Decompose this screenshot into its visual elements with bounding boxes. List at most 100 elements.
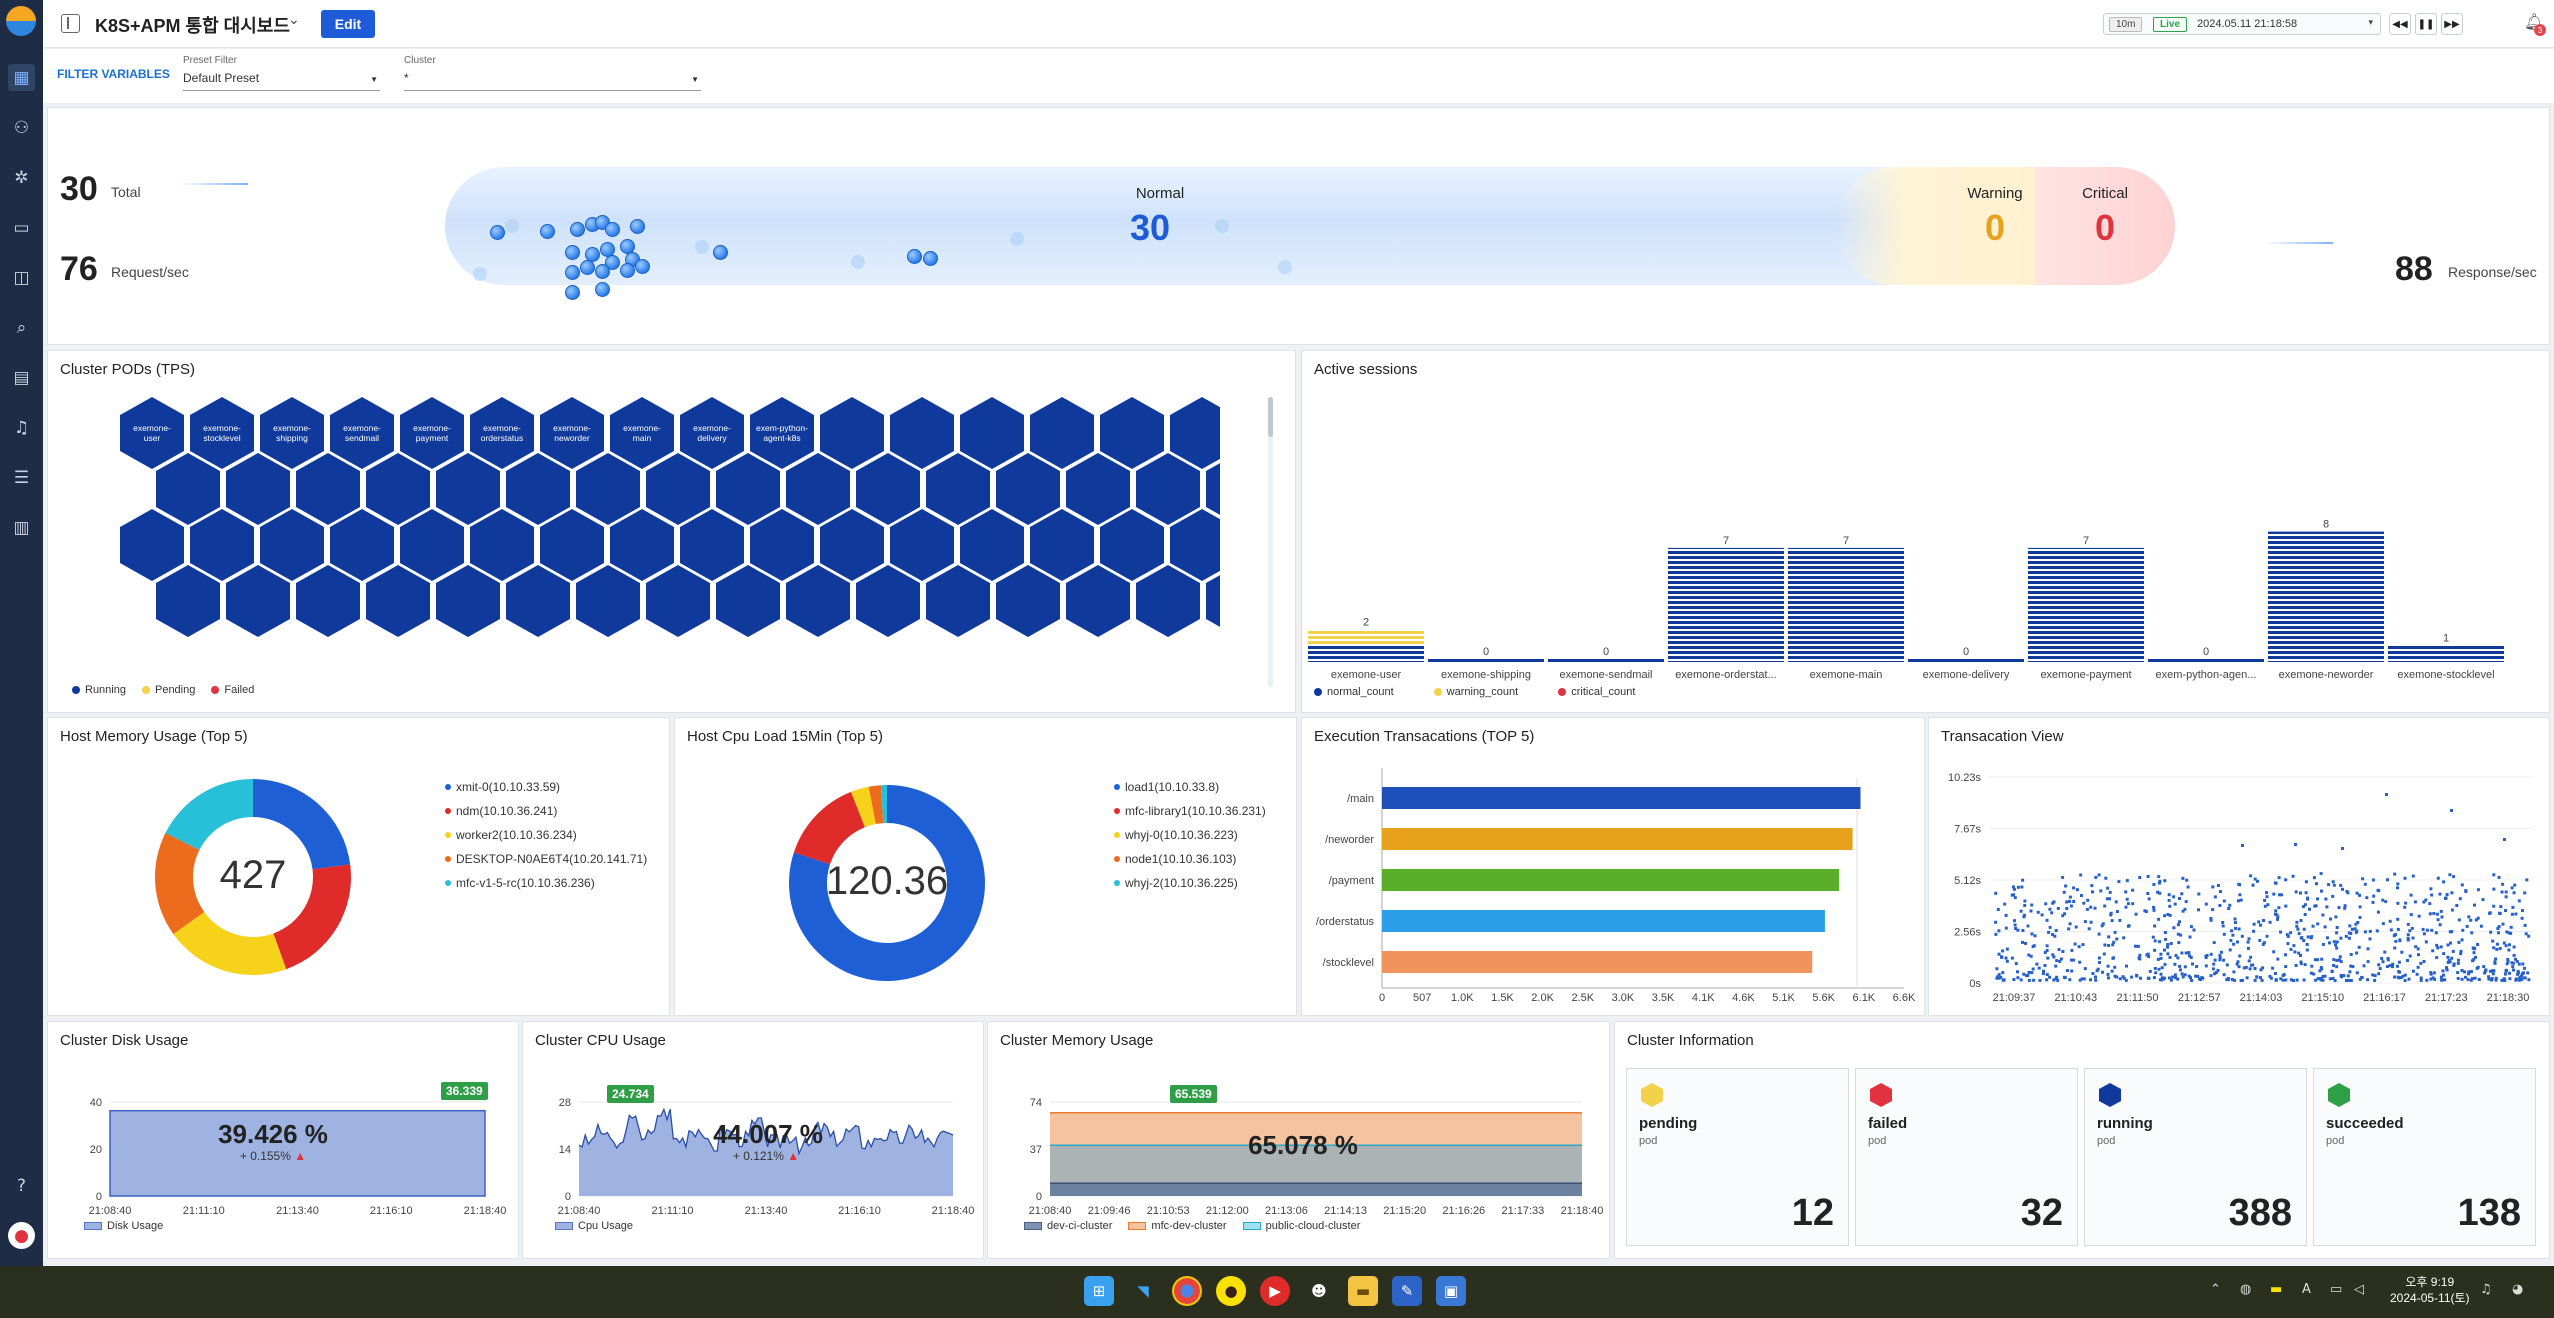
legend-item-public-cloud[interactable]: public-cloud-cluster bbox=[1242, 1220, 1360, 1232]
cluster-filter-select[interactable]: * ▼ bbox=[404, 71, 701, 91]
pod-hexagon[interactable] bbox=[156, 565, 220, 637]
pod-hexagon[interactable] bbox=[576, 453, 640, 525]
sidebar-toggle-icon[interactable] bbox=[61, 14, 80, 33]
pod-hexagon[interactable] bbox=[1066, 565, 1130, 637]
pod-hexagon[interactable]: exemone-stocklevel bbox=[190, 397, 254, 469]
chrome-icon[interactable] bbox=[1172, 1276, 1202, 1306]
windows-start-icon[interactable]: ⊞ bbox=[1084, 1276, 1114, 1306]
legend-item[interactable]: whyj-0(10.10.36.223) bbox=[1114, 828, 1266, 842]
filter-variables-label[interactable]: FILTER VARIABLES bbox=[57, 67, 170, 81]
legend-item-pending[interactable]: Pending bbox=[141, 684, 195, 696]
legend-item-failed[interactable]: Failed bbox=[211, 684, 254, 696]
pod-hexagon[interactable] bbox=[226, 453, 290, 525]
help-icon[interactable]: ? bbox=[16, 1175, 27, 1196]
transaction-view-scatter[interactable]: 10.23s 7.67s 5.12s 2.56s 0s 21:09:37 21:10:43 2… bbox=[1929, 718, 2551, 1017]
legend-item[interactable]: load1(10.10.33.8) bbox=[1114, 780, 1266, 794]
legend-item-running[interactable]: Running bbox=[72, 684, 126, 696]
database-icon[interactable]: ◫ bbox=[13, 267, 30, 288]
legend-item[interactable]: node1(10.10.36.103) bbox=[1114, 852, 1266, 866]
pod-hexagon[interactable] bbox=[926, 565, 990, 637]
pod-hexagon[interactable] bbox=[260, 509, 324, 581]
pod-hexagon[interactable]: exemone-main bbox=[610, 397, 674, 469]
pod-hexagon[interactable] bbox=[296, 565, 360, 637]
preset-filter-select[interactable]: Default Preset ▼ bbox=[183, 71, 380, 91]
pod-hexagon[interactable] bbox=[1206, 453, 1220, 525]
fast-forward-icon[interactable]: ▶▶ bbox=[2441, 13, 2463, 35]
pod-hexagon[interactable]: exemone-neworder bbox=[540, 397, 604, 469]
pod-hexagon[interactable]: exemone-orderstatus bbox=[470, 397, 534, 469]
legend-item-dev-ci[interactable]: dev-ci-cluster bbox=[1024, 1220, 1112, 1232]
volume-icon[interactable]: ◁ bbox=[2354, 1282, 2364, 1297]
legend-item-disk-usage[interactable]: Disk Usage bbox=[84, 1220, 163, 1232]
kakaotalk-icon[interactable]: ● bbox=[1216, 1276, 1246, 1306]
pod-hexagon[interactable] bbox=[1136, 565, 1200, 637]
list-icon[interactable]: ☰ bbox=[13, 467, 30, 488]
failed-pods-card[interactable]: failed pod 32 bbox=[1855, 1068, 2078, 1246]
legend-item-critical[interactable]: critical_count bbox=[1558, 686, 1635, 698]
notification-bell-icon[interactable]: ♫ bbox=[2480, 1282, 2492, 1297]
pod-hexagon[interactable]: exemone-delivery bbox=[680, 397, 744, 469]
legend-item-warning[interactable]: warning_count bbox=[1433, 686, 1518, 698]
pod-hexagon[interactable] bbox=[750, 509, 814, 581]
search-icon[interactable]: ⌕ bbox=[16, 317, 27, 338]
dashboard-icon[interactable]: ▦ bbox=[8, 64, 35, 91]
legend-item[interactable]: worker2(10.10.36.234) bbox=[445, 828, 647, 842]
pod-hexagon[interactable] bbox=[400, 509, 464, 581]
topology-icon[interactable]: ⚇ bbox=[13, 117, 30, 138]
chevron-up-icon[interactable]: ⌃ bbox=[2210, 1282, 2221, 1297]
pod-hexagon[interactable]: exemone-sendmail bbox=[330, 397, 394, 469]
pod-hexagon[interactable] bbox=[330, 509, 394, 581]
pod-hexagon[interactable] bbox=[890, 397, 954, 469]
pod-hexagon[interactable] bbox=[226, 565, 290, 637]
pending-pods-card[interactable]: pending pod 12 bbox=[1626, 1068, 1849, 1246]
pod-hexagon[interactable] bbox=[156, 453, 220, 525]
pod-hexagon[interactable] bbox=[890, 509, 954, 581]
scrollbar[interactable] bbox=[1268, 397, 1273, 687]
pod-hexagon[interactable] bbox=[996, 453, 1060, 525]
pod-hexagon[interactable] bbox=[470, 509, 534, 581]
legend-item[interactable]: DESKTOP-N0AE6T4(10.20.141.71) bbox=[445, 852, 647, 866]
pod-hexagon[interactable] bbox=[856, 453, 920, 525]
pod-hexagon[interactable] bbox=[120, 509, 184, 581]
legend-item[interactable]: xmit-0(10.10.33.59) bbox=[445, 780, 647, 794]
pod-hexagon[interactable] bbox=[1066, 453, 1130, 525]
rewind-icon[interactable]: ◀◀ bbox=[2389, 13, 2411, 35]
pod-hexagon[interactable] bbox=[716, 453, 780, 525]
app-icon[interactable]: ☻ bbox=[1311, 1282, 1327, 1300]
pod-hexagon[interactable] bbox=[610, 509, 674, 581]
succeeded-pods-card[interactable]: succeeded pod 138 bbox=[2313, 1068, 2536, 1246]
pod-hexagon[interactable] bbox=[786, 453, 850, 525]
pod-hexagon[interactable] bbox=[436, 453, 500, 525]
pod-hexagon[interactable]: exemone-user bbox=[120, 397, 184, 469]
monitor-icon[interactable]: ▭ bbox=[13, 217, 30, 238]
legend-item[interactable]: mfc-v1-5-rc(10.10.36.236) bbox=[445, 876, 647, 890]
legend-item-cpu-usage[interactable]: Cpu Usage bbox=[555, 1220, 633, 1232]
notes-icon[interactable]: ✎ bbox=[1392, 1276, 1422, 1306]
dropdown-arrow-icon[interactable]: ▾ bbox=[2368, 17, 2373, 27]
time-range-picker[interactable]: 10m Live 2024.05.11 21:18:58 ▾ bbox=[2103, 13, 2381, 35]
pod-hexagon[interactable] bbox=[436, 565, 500, 637]
youtube-icon[interactable]: ▶ bbox=[1260, 1276, 1290, 1306]
network-icon[interactable]: ◍ bbox=[2240, 1282, 2252, 1297]
pod-hexagon[interactable] bbox=[1030, 509, 1094, 581]
ime-icon[interactable]: A bbox=[2302, 1282, 2311, 1297]
legend-item-mfc-dev[interactable]: mfc-dev-cluster bbox=[1128, 1220, 1227, 1232]
pod-hexagon[interactable] bbox=[1136, 453, 1200, 525]
pod-hexagon[interactable] bbox=[646, 453, 710, 525]
kubernetes-icon[interactable]: ✲ bbox=[14, 167, 29, 188]
pod-hexagon[interactable] bbox=[820, 509, 884, 581]
pod-hexagon[interactable]: exemone-payment bbox=[400, 397, 464, 469]
legend-item[interactable]: ndm(10.10.36.241) bbox=[445, 804, 647, 818]
file-explorer-icon[interactable]: ▬ bbox=[1348, 1276, 1378, 1306]
vscode-icon[interactable]: ◥ bbox=[1137, 1282, 1149, 1300]
app-logo[interactable] bbox=[6, 6, 36, 36]
report-icon[interactable]: ▤ bbox=[13, 367, 30, 388]
pod-hexagon[interactable] bbox=[856, 565, 920, 637]
pod-hexagon[interactable] bbox=[926, 453, 990, 525]
pod-hexagon[interactable] bbox=[190, 509, 254, 581]
legend-item[interactable]: whyj-2(10.10.36.225) bbox=[1114, 876, 1266, 890]
pod-hexagon[interactable] bbox=[820, 397, 884, 469]
pod-hexagon[interactable] bbox=[1170, 509, 1220, 581]
pod-hexagon[interactable] bbox=[786, 565, 850, 637]
pod-hexagon[interactable] bbox=[716, 565, 780, 637]
